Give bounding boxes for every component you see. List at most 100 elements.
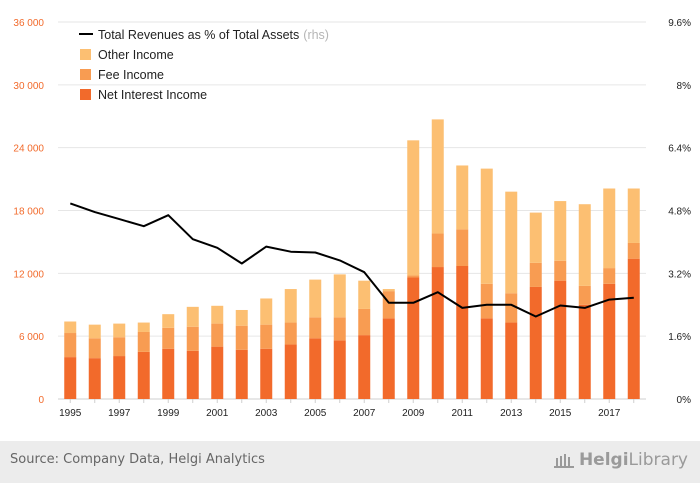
bar-segment bbox=[186, 350, 199, 399]
bar-segment bbox=[456, 266, 469, 399]
line-series bbox=[69, 202, 634, 318]
right-tick-label: 3.2% bbox=[668, 269, 691, 280]
right-tick-label: 4.8% bbox=[668, 207, 691, 218]
bar-segment bbox=[554, 280, 567, 399]
bar-segment bbox=[480, 283, 493, 319]
right-tick-label: 8% bbox=[677, 81, 692, 92]
bar-segment bbox=[505, 322, 518, 399]
bar-segment bbox=[382, 291, 395, 319]
bar-segment bbox=[603, 188, 616, 269]
bar-segment bbox=[64, 357, 77, 399]
x-tick-label: 2013 bbox=[500, 408, 523, 419]
brand-name: Helgi bbox=[578, 450, 629, 470]
bar-segment bbox=[284, 322, 297, 345]
bar-segment bbox=[284, 344, 297, 399]
bar-segment bbox=[309, 338, 322, 399]
x-tick-label: 1997 bbox=[108, 408, 131, 419]
bar-segment bbox=[456, 229, 469, 267]
bar-segment bbox=[186, 306, 199, 327]
bar-segment bbox=[235, 309, 248, 326]
bar-segment bbox=[529, 262, 542, 287]
legend-fee-label: Fee Income bbox=[98, 68, 164, 82]
bar-segment bbox=[578, 304, 591, 399]
bar-segment bbox=[431, 119, 444, 234]
bar-segment bbox=[529, 286, 542, 399]
left-tick-label: 6 000 bbox=[19, 332, 44, 343]
bar-segment bbox=[333, 340, 346, 399]
bar-segment bbox=[407, 275, 420, 278]
x-tick-label: 2017 bbox=[598, 408, 621, 419]
bar-segment bbox=[162, 348, 175, 399]
bar-segment bbox=[578, 285, 591, 305]
bar-segment bbox=[113, 337, 126, 357]
source-note: Source: Company Data, Helgi Analytics bbox=[10, 452, 265, 467]
bar-segment bbox=[627, 258, 640, 399]
x-tick-label: 1999 bbox=[157, 408, 180, 419]
bar-segment bbox=[554, 201, 567, 261]
bar-segment bbox=[603, 268, 616, 284]
legend-other-swatch bbox=[80, 49, 91, 60]
bar-segment bbox=[64, 321, 77, 334]
left-tick-label: 12 000 bbox=[13, 269, 44, 280]
right-tick-label: 0% bbox=[677, 395, 692, 406]
revenue-ratio-line bbox=[69, 202, 634, 318]
left-tick-label: 24 000 bbox=[13, 144, 44, 155]
bar-segment bbox=[284, 289, 297, 323]
bar-segment bbox=[235, 325, 248, 350]
left-tick-label: 36 000 bbox=[13, 18, 44, 29]
legend: Total Revenues as % of Total Assets (rhs)… bbox=[79, 28, 329, 102]
x-tick-label: 2007 bbox=[353, 408, 376, 419]
bar-segment bbox=[137, 331, 150, 352]
bar-segment bbox=[431, 267, 444, 399]
bar-segment bbox=[235, 349, 248, 399]
bar-segment bbox=[88, 358, 101, 399]
bar-segment bbox=[358, 280, 371, 309]
brand-suffix: Library bbox=[628, 450, 688, 470]
bar-segment bbox=[137, 351, 150, 399]
bar-segment bbox=[358, 308, 371, 336]
bar-segment bbox=[260, 298, 273, 325]
bar-segment bbox=[113, 356, 126, 399]
bar-segment bbox=[529, 212, 542, 263]
left-tick-label: 30 000 bbox=[13, 81, 44, 92]
bar-segment bbox=[211, 305, 224, 324]
library-building-icon bbox=[553, 454, 574, 468]
x-axis: 1995 1997 1999 2001 2003 2005 2007 2009 2011 2013… bbox=[59, 399, 635, 419]
bar-segment bbox=[162, 327, 175, 349]
right-tick-label: 6.4% bbox=[668, 144, 691, 155]
bar-segment bbox=[211, 346, 224, 399]
grid-lines bbox=[58, 21, 646, 400]
legend-fee-swatch bbox=[80, 69, 91, 80]
x-tick-label: 2001 bbox=[206, 408, 229, 419]
bar-segment bbox=[333, 274, 346, 318]
bar-segment bbox=[431, 233, 444, 268]
bar-segment bbox=[113, 323, 126, 338]
x-tick-label: 1995 bbox=[59, 408, 82, 419]
bar-segment bbox=[456, 165, 469, 230]
bar-segment bbox=[186, 326, 199, 351]
x-tick-label: 2009 bbox=[402, 408, 425, 419]
bar-segment bbox=[505, 191, 518, 294]
bar-segment bbox=[407, 277, 420, 399]
bar-segment bbox=[627, 188, 640, 243]
bar-segment bbox=[88, 324, 101, 339]
legend-line-label: Total Revenues as % of Total Assets (rhs) bbox=[98, 28, 329, 42]
bar-segment bbox=[309, 317, 322, 339]
right-tick-label: 9.6% bbox=[668, 18, 691, 29]
bar-segment bbox=[480, 168, 493, 284]
right-tick-label: 1.6% bbox=[668, 332, 691, 343]
brand-logo: Helgi Library bbox=[553, 450, 688, 470]
bar-segment bbox=[260, 324, 273, 349]
chart: 0 6 000 12 000 18 000 24 000 30 000 36 000 0% 1… bbox=[13, 18, 691, 419]
bar-segment bbox=[578, 204, 591, 286]
bar-segment bbox=[211, 323, 224, 347]
bar-segment bbox=[603, 283, 616, 399]
bar-segment bbox=[480, 318, 493, 399]
legend-nii-label: Net Interest Income bbox=[98, 88, 207, 102]
bar-segment bbox=[382, 289, 395, 292]
bar-segment bbox=[627, 242, 640, 259]
bar-segment bbox=[554, 260, 567, 281]
left-tick-label: 18 000 bbox=[13, 207, 44, 218]
bar-segment bbox=[505, 293, 518, 323]
right-axis: 0% 1.6% 3.2% 4.8% 6.4% 8% 9.6% bbox=[668, 18, 691, 406]
